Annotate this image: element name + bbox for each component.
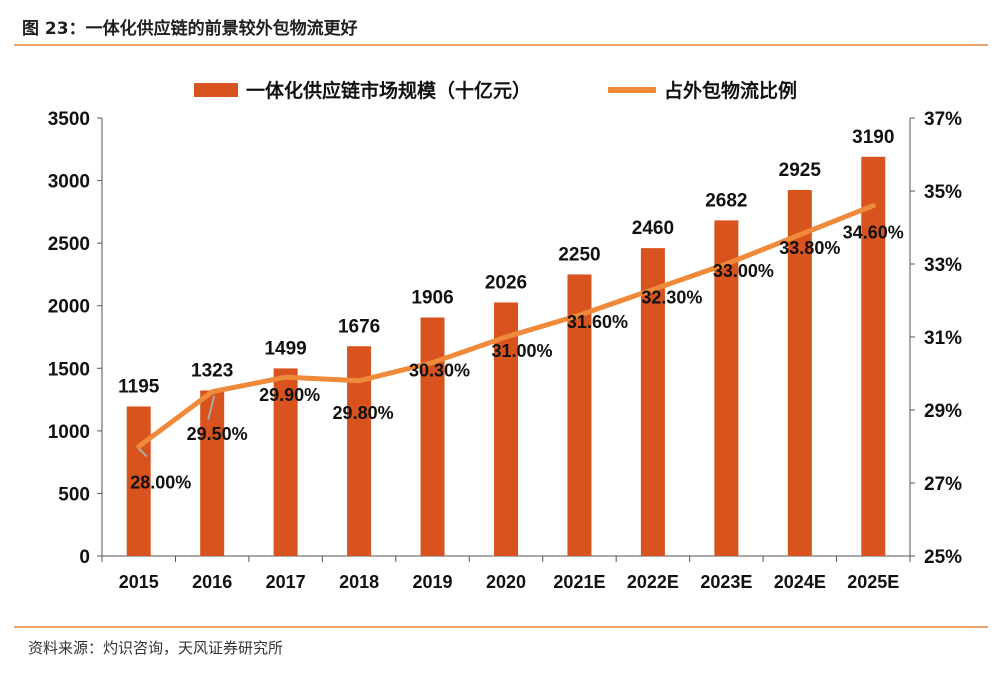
- y-right-tick-label: 25%: [924, 547, 962, 568]
- bar-value-label: 1323: [191, 360, 233, 381]
- line-point: [799, 234, 801, 236]
- line-value-label: 33.80%: [779, 238, 840, 258]
- bar-series: [126, 156, 886, 557]
- y-right-tick-label: 37%: [924, 109, 962, 130]
- y-left-tick-label: 2000: [48, 297, 90, 318]
- x-tick-label: 2025E: [847, 572, 899, 592]
- footer-divider: [14, 626, 988, 628]
- y-right-tick-label: 35%: [924, 182, 962, 203]
- line-value-label: 30.30%: [409, 361, 470, 381]
- line-value-label: 34.60%: [843, 223, 904, 243]
- source-note: 资料来源：灼识咨询，天风证券研究所: [28, 639, 284, 657]
- bar: [640, 248, 665, 557]
- line-series: [136, 203, 876, 449]
- y-right-tick-label: 27%: [924, 474, 962, 495]
- bar-value-label: 3190: [852, 127, 894, 148]
- bar-value-label: 1906: [411, 287, 453, 308]
- legend-swatch-bar: [194, 83, 238, 97]
- page-title: 图 23：一体化供应链的前景较外包物流更好: [22, 19, 358, 39]
- y-left-tick-label: 500: [58, 484, 90, 505]
- legend-label-bar: 一体化供应链市场规模（十亿元）: [246, 79, 531, 102]
- y-left-tick-label: 1500: [48, 359, 90, 380]
- label-leader-line: [138, 447, 148, 458]
- line-point: [138, 446, 140, 447]
- bar-value-label: 2925: [779, 160, 822, 181]
- bar: [420, 317, 445, 556]
- y-left-tick-label: 0: [79, 547, 90, 568]
- line-point: [358, 380, 360, 382]
- y-left-tick-label: 2500: [48, 234, 90, 255]
- line-point: [285, 376, 287, 378]
- x-tick-label: 2019: [413, 572, 453, 592]
- title-divider: [14, 44, 988, 46]
- bar: [787, 189, 812, 556]
- line-point: [578, 314, 580, 316]
- line-value-label: 33.00%: [713, 261, 774, 281]
- bar-value-label: 1499: [264, 338, 306, 359]
- x-tick-label: 2017: [266, 572, 306, 592]
- bar: [200, 390, 225, 556]
- x-tick-label: 2022E: [627, 572, 679, 592]
- bar-value-labels: 1195 1323 1499 1676 1906 2026 2250 2460 2682 2925…: [118, 127, 894, 398]
- line-point: [872, 205, 874, 207]
- bar: [494, 302, 518, 556]
- line-point: [725, 263, 727, 265]
- y-right-tick-label: 29%: [924, 401, 962, 422]
- legend: 一体化供应链市场规模（十亿元） 占外包物流比例: [194, 79, 797, 102]
- line-point: [505, 336, 507, 338]
- bar: [273, 368, 298, 556]
- bar-value-label: 1195: [118, 376, 160, 397]
- x-tick-label: 2023E: [700, 572, 752, 592]
- line-value-label: 29.90%: [259, 385, 320, 405]
- line-point: [652, 289, 654, 291]
- bar: [567, 274, 592, 556]
- bar-value-label: 2250: [558, 244, 600, 265]
- line-value-label: 31.60%: [567, 312, 628, 332]
- y-left-tick-label: 3500: [48, 109, 90, 130]
- label-leader-line: [207, 395, 216, 420]
- x-tick-label: 2015: [119, 572, 159, 592]
- x-tick-label: 2021E: [553, 572, 605, 592]
- bar: [714, 220, 739, 556]
- x-tick-label: 2020: [486, 572, 526, 592]
- line-point: [432, 362, 434, 364]
- legend-label-line: 占外包物流比例: [664, 79, 797, 102]
- bar-value-label: 2026: [485, 272, 527, 293]
- x-tick-label: 2018: [339, 572, 379, 592]
- y-right-tick-label: 33%: [924, 255, 962, 276]
- bar-value-label: 1676: [338, 316, 380, 337]
- bar-value-label: 2682: [705, 190, 747, 211]
- y-left-tick-label: 3000: [48, 172, 90, 193]
- x-tick-label: 2024E: [774, 572, 826, 592]
- y-right-tick-label: 31%: [924, 328, 962, 349]
- line-value-label: 32.30%: [641, 288, 702, 308]
- line-value-label: 28.00%: [130, 473, 191, 493]
- bar-value-label: 2460: [632, 218, 674, 239]
- axes: 0 500 1000 1500 2000 2500 3000 3500 25% 27% 29% 31%…: [48, 109, 962, 592]
- x-tick-label: 2016: [192, 572, 232, 592]
- y-left-tick-label: 1000: [48, 422, 90, 443]
- line-value-labels: 28.00% 29.50% 29.90% 29.80% 30.30% 31.00% 31.6…: [130, 223, 904, 493]
- line-point: [211, 391, 213, 393]
- line-value-label: 29.50%: [187, 424, 248, 444]
- bar: [861, 156, 886, 556]
- line-value-label: 29.80%: [333, 403, 394, 423]
- line-value-label: 31.00%: [491, 341, 552, 361]
